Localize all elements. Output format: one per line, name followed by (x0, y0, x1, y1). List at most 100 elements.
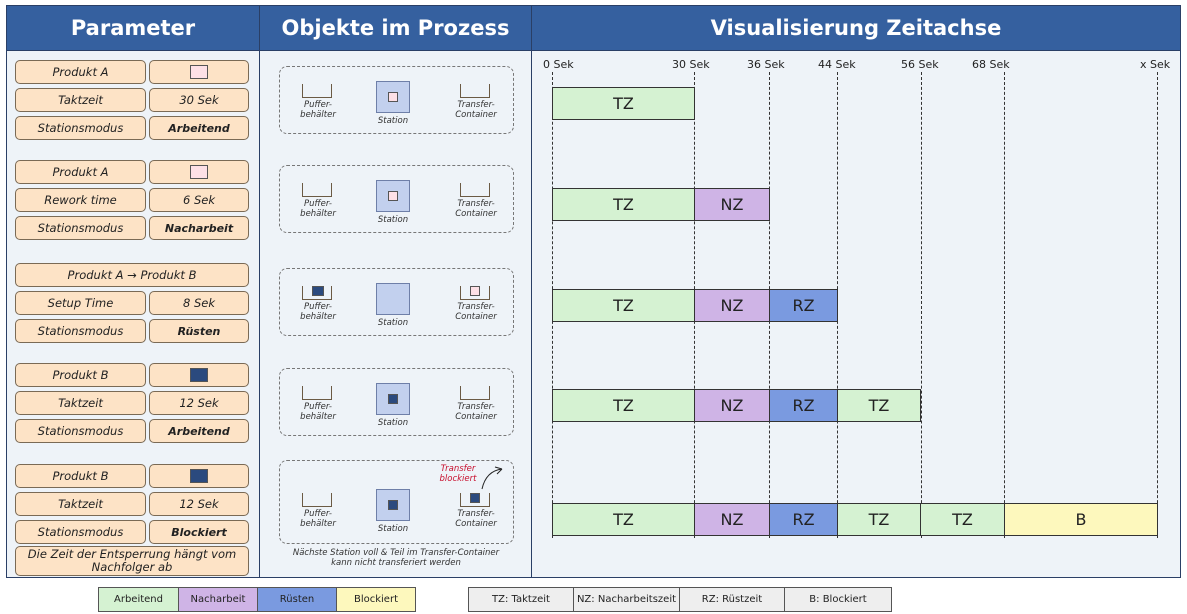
process-box: Puffer-behälter Station Transfer- Contain… (279, 268, 514, 336)
process-box: Puffer-behälter Station Transfer- Contain… (279, 368, 514, 436)
param-label: Setup Time (15, 291, 146, 315)
product-a-swatch (190, 165, 208, 179)
buffer-label-line: Puffer- (304, 402, 332, 412)
station (376, 489, 410, 521)
transfer-container (460, 493, 490, 507)
legend-abbrev-b: B: Blockiert (785, 588, 891, 611)
segment-taktzeit: TZ (837, 503, 921, 536)
tick-label: 44 Sek (818, 58, 856, 71)
tick-label: 36 Sek (747, 58, 785, 71)
buffer-label-line: Puffer- (304, 302, 332, 312)
transfer-label-line: Transfer- (457, 509, 495, 519)
process-box-blocked: Transfer blockiert Puffer-behälter Statio… (279, 460, 514, 544)
transfer-label-line: Transfer- (457, 402, 495, 412)
station-label: Station (377, 318, 409, 328)
buffer-label: Puffer-behälter (290, 302, 346, 322)
product-b-swatch-box (149, 363, 249, 387)
timeline-gridline (1157, 72, 1158, 538)
transfer-label: Transfer- Container (448, 402, 504, 422)
product-b-part (312, 286, 324, 296)
buffer-label-line: behälter (300, 209, 336, 219)
legend-abbrev-rz: RZ: Rüstzeit (680, 588, 785, 611)
product-b-swatch-box (149, 464, 249, 488)
blocked-label: Transfer blockiert (430, 464, 486, 484)
product-a-swatch-box (149, 60, 249, 84)
process-box: Puffer-behälter Station Transfer- Contain… (279, 165, 514, 233)
legend-arbeitend: Arbeitend (99, 588, 179, 611)
legend-nacharbeit: Nacharbeit (179, 588, 258, 611)
param-mode: Blockiert (149, 520, 249, 544)
legend-abbrev-nz: NZ: Nacharbeitszeit (574, 588, 680, 611)
param-label: Rework time (15, 188, 146, 212)
buffer-label-line: Puffer- (304, 199, 332, 209)
segment-ruestzeit: RZ (769, 503, 838, 536)
blocked-note-line: Nächste Station voll & Teil im Transfer-… (292, 548, 500, 558)
transfer-container (460, 286, 490, 300)
blocked-label-line: blockiert (439, 474, 477, 484)
timeline-gridline (1004, 72, 1005, 538)
station-label: Station (377, 524, 409, 534)
station (376, 283, 410, 315)
tick-label: 68 Sek (972, 58, 1010, 71)
transfer-label-line: Container (455, 312, 497, 322)
buffer-container (302, 183, 332, 197)
transfer-label-line: Container (455, 110, 497, 120)
transfer-label-line: Transfer- (457, 100, 495, 110)
segment-ruestzeit: RZ (769, 289, 838, 322)
param-mode: Arbeitend (149, 419, 249, 443)
blocked-label-line: Transfer (440, 464, 476, 474)
objects-column: Objekte im Prozess Puffer-behälter Stati… (260, 6, 532, 577)
timeline-gridline (921, 72, 922, 538)
buffer-container (302, 386, 332, 400)
transfer-label: Transfer- Container (448, 302, 504, 322)
segment-blockiert: B (1004, 503, 1158, 536)
param-label: Stationsmodus (15, 419, 146, 443)
station-label: Station (377, 116, 409, 126)
product-b-part (470, 493, 480, 503)
legend-ruesten: Rüsten (258, 588, 337, 611)
segment-taktzeit: TZ (552, 503, 695, 536)
param-mode: Nacharbeit (149, 216, 249, 240)
product-a-swatch-box (149, 160, 249, 184)
product-b-swatch (190, 368, 208, 382)
buffer-label: Puffer-behälter (290, 100, 346, 120)
objects-header: Objekte im Prozess (260, 6, 531, 51)
segment-taktzeit: TZ (552, 289, 695, 322)
segment-taktzeit: TZ (552, 87, 695, 120)
transfer-label-line: Container (455, 209, 497, 219)
param-note: Die Zeit der Entsperrung hängt vom Nachf… (15, 546, 249, 576)
transfer-label-line: Container (455, 412, 497, 422)
buffer-label: Puffer-behälter (290, 402, 346, 422)
legend-blockiert: Blockiert (337, 588, 415, 611)
legend-abbrev-tz: TZ: Taktzeit (469, 588, 574, 611)
transfer-label-line: Transfer- (457, 302, 495, 312)
station-label: Station (377, 418, 409, 428)
blocked-note-line: kann nicht transferiert werden (331, 558, 461, 568)
segment-ruestzeit: RZ (769, 389, 838, 422)
segment-nacharbeitszeit: NZ (694, 188, 770, 221)
param-label: Produkt A → Produkt B (15, 263, 249, 287)
abbreviation-legend: TZ: Taktzeit NZ: Nacharbeitszeit RZ: Rüs… (468, 587, 892, 612)
blocked-note: Nächste Station voll & Teil im Transfer-… (270, 548, 522, 568)
buffer-label-line: behälter (300, 519, 336, 529)
buffer-label-line: Puffer- (304, 100, 332, 110)
buffer-label-line: behälter (300, 312, 336, 322)
transfer-label: Transfer- Container (448, 100, 504, 120)
transfer-label-line: Transfer- (457, 199, 495, 209)
buffer-label-line: behälter (300, 412, 336, 422)
param-label: Stationsmodus (15, 216, 146, 240)
buffer-container (302, 84, 332, 98)
transfer-container (460, 386, 490, 400)
param-label: Produkt B (15, 363, 146, 387)
tick-label: 30 Sek (672, 58, 710, 71)
param-value: 12 Sek (149, 492, 249, 516)
buffer-container (302, 286, 332, 300)
segment-taktzeit: TZ (552, 188, 695, 221)
param-label: Stationsmodus (15, 319, 146, 343)
station (376, 383, 410, 415)
param-label: Taktzeit (15, 88, 146, 112)
timeline-column: Visualisierung Zeitachse 0 Sek 30 Sek 36… (532, 6, 1180, 577)
segment-taktzeit: TZ (837, 389, 921, 422)
param-value: 8 Sek (149, 291, 249, 315)
segment-taktzeit: TZ (552, 389, 695, 422)
